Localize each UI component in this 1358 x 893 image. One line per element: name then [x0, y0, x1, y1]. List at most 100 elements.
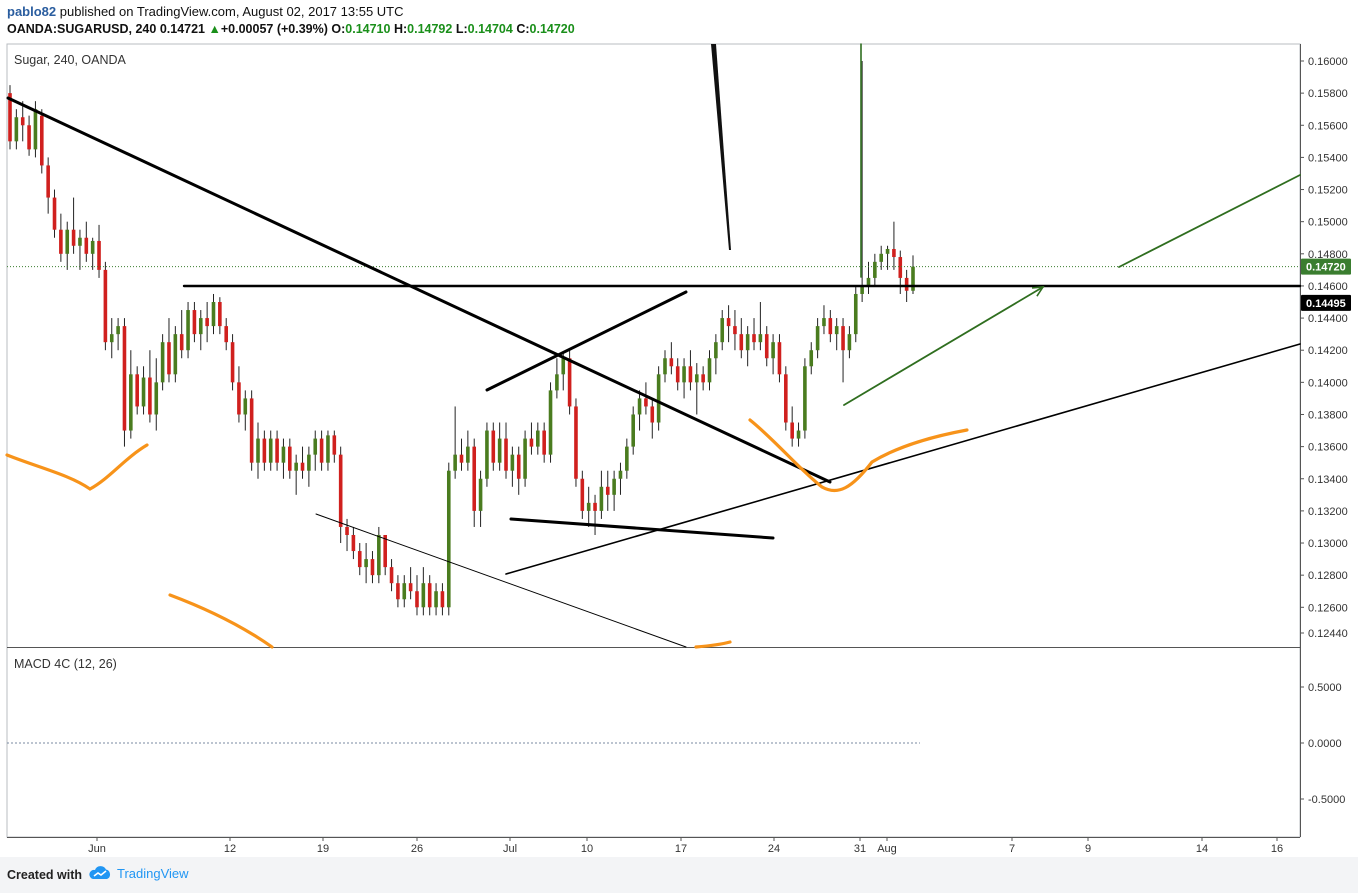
candle-body — [853, 293, 858, 335]
candle-body — [59, 229, 63, 254]
candle — [523, 430, 527, 487]
candle — [167, 318, 171, 383]
author-link[interactable]: pablo82 — [7, 4, 57, 19]
price-tick-label: 0.13200 — [1308, 506, 1348, 518]
candle — [663, 350, 667, 383]
chart-canvas[interactable]: 0.16000 0.15800 0.15600 0.15400 0.15200 0.150… — [0, 0, 1358, 857]
price-tick-label: 0.15200 — [1308, 185, 1348, 197]
candle-body — [682, 366, 686, 383]
main-pane-label: Sugar, 240, OANDA — [14, 53, 126, 67]
candle-body — [497, 438, 502, 463]
candle-body — [656, 374, 661, 423]
candle-body — [46, 165, 50, 198]
macd-axis[interactable]: 0.5000 0.0000 -0.5000 — [7, 682, 1345, 806]
candle — [192, 302, 197, 343]
tradingview-label: TradingView — [117, 866, 189, 881]
level-badge: 0.14495 — [1301, 294, 1351, 311]
candle — [319, 430, 324, 471]
price-tick-label: 0.16000 — [1308, 56, 1348, 68]
publish-info: published on TradingView.com, August 02,… — [59, 4, 404, 19]
time-tick-label: 31 — [854, 843, 866, 855]
candle-body — [148, 377, 152, 415]
candle-body — [440, 591, 445, 608]
candle — [790, 406, 794, 447]
candle — [383, 534, 387, 576]
candle-body — [637, 398, 642, 415]
sma-curve-1 — [5, 443, 149, 491]
candle-body — [593, 502, 597, 511]
candle — [205, 302, 209, 343]
candle-body — [694, 374, 699, 383]
candle-body — [243, 398, 248, 415]
candle-body — [224, 326, 229, 343]
price-tick-label: 0.15600 — [1308, 120, 1348, 132]
publish-line: pablo82 published on TradingView.com, Au… — [7, 4, 404, 19]
candle — [326, 430, 330, 471]
candle-body — [873, 261, 877, 278]
candle — [841, 318, 845, 383]
candle — [116, 318, 120, 351]
candle — [39, 109, 44, 174]
candle — [59, 213, 63, 262]
projection-arrow — [1118, 174, 1301, 268]
candle — [682, 358, 686, 399]
change-value: +0.00057 (+0.39%) — [220, 22, 328, 36]
candle — [338, 446, 343, 544]
candle-body — [733, 326, 737, 335]
candle-body — [529, 438, 534, 447]
candle-body — [504, 438, 508, 471]
candle — [803, 358, 807, 439]
candle-body — [211, 302, 216, 327]
price-tick-label: 0.15400 — [1308, 152, 1348, 164]
candle — [542, 422, 546, 463]
time-tick-label: 26 — [411, 843, 423, 855]
candle-body — [408, 583, 413, 592]
candle-body — [631, 414, 635, 447]
candle — [377, 526, 381, 584]
candle — [758, 302, 763, 351]
candle-body — [84, 237, 89, 254]
time-tick-label: Aug — [877, 843, 897, 855]
candle-body — [809, 350, 814, 367]
candle — [14, 109, 19, 150]
candle-body — [288, 446, 292, 471]
target-arrow — [843, 286, 1044, 406]
candle-body — [319, 438, 324, 463]
candle — [78, 229, 82, 270]
tradingview-link[interactable]: TradingView — [88, 866, 189, 883]
candle — [472, 438, 477, 527]
price-tick-label: 0.15000 — [1308, 217, 1348, 229]
candle — [822, 305, 826, 335]
chart-header: pablo82 published on TradingView.com, Au… — [0, 0, 1358, 44]
macd-pane-label: MACD 4C (12, 26) — [14, 657, 117, 671]
price-tick-label: 0.12800 — [1308, 570, 1348, 582]
candle-body — [268, 438, 273, 463]
candle-body — [434, 591, 438, 608]
price-axis[interactable]: 0.16000 0.15800 0.15600 0.15400 0.15200 0.150… — [1300, 56, 1348, 640]
candle-body — [97, 240, 101, 270]
candle-body — [186, 310, 190, 351]
candle — [440, 583, 445, 616]
candle — [198, 310, 203, 351]
candle-body — [567, 358, 572, 407]
candle-body — [739, 334, 744, 351]
candle-body — [160, 342, 165, 383]
candle-body — [300, 462, 305, 471]
candle-body — [605, 486, 610, 495]
time-axis[interactable]: Jun 12 19 26 Jul 10 17 24 31 Aug 7 9 14 16 — [88, 837, 1283, 855]
candle — [879, 245, 884, 270]
candle — [103, 261, 108, 351]
candle-body — [803, 366, 807, 431]
time-tick-label: 17 — [675, 843, 687, 855]
candle — [478, 470, 483, 527]
candle-body — [249, 398, 254, 463]
candle — [249, 390, 254, 471]
candle-body — [701, 374, 705, 383]
candle-body — [27, 125, 31, 150]
candle — [834, 318, 839, 351]
candle-body — [866, 277, 871, 286]
candle — [555, 358, 559, 399]
candle-body — [453, 454, 457, 471]
candle-body — [764, 334, 769, 359]
candle — [561, 353, 566, 391]
